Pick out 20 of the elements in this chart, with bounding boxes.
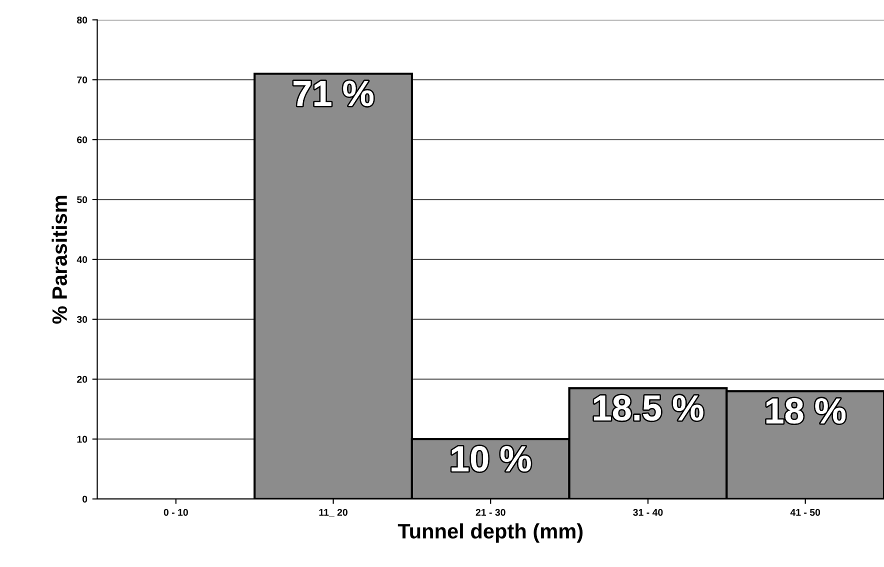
y-tick-label: 70 (77, 76, 88, 84)
y-tick-label: 20 (77, 376, 88, 383)
y-axis-title: % Parasitism (52, 196, 68, 324)
x-tick-label: 0 - 10 (164, 508, 188, 516)
data-label: 18 % (766, 398, 846, 424)
data-label: 10 % (452, 446, 531, 472)
y-tick-label: 50 (77, 196, 88, 204)
x-tick-label: 41 - 50 (790, 508, 820, 516)
data-label: 71 % (294, 80, 374, 106)
x-tick-label: 21 - 30 (476, 508, 506, 516)
x-tick-label: 31 - 40 (633, 508, 663, 516)
x-tick-label: 11_ 20 (319, 508, 348, 517)
y-tick-label: 60 (77, 136, 88, 144)
y-tick-label: 30 (76, 316, 88, 323)
x-axis-title: Tunnel depth (mm) (398, 523, 583, 543)
y-tick-label: 10 (77, 436, 88, 443)
y-tick-label: 80 (77, 16, 88, 24)
data-label: 18.5 % (594, 395, 704, 421)
y-tick-label: 0 (82, 496, 88, 503)
y-tick-label: 40 (76, 256, 88, 264)
